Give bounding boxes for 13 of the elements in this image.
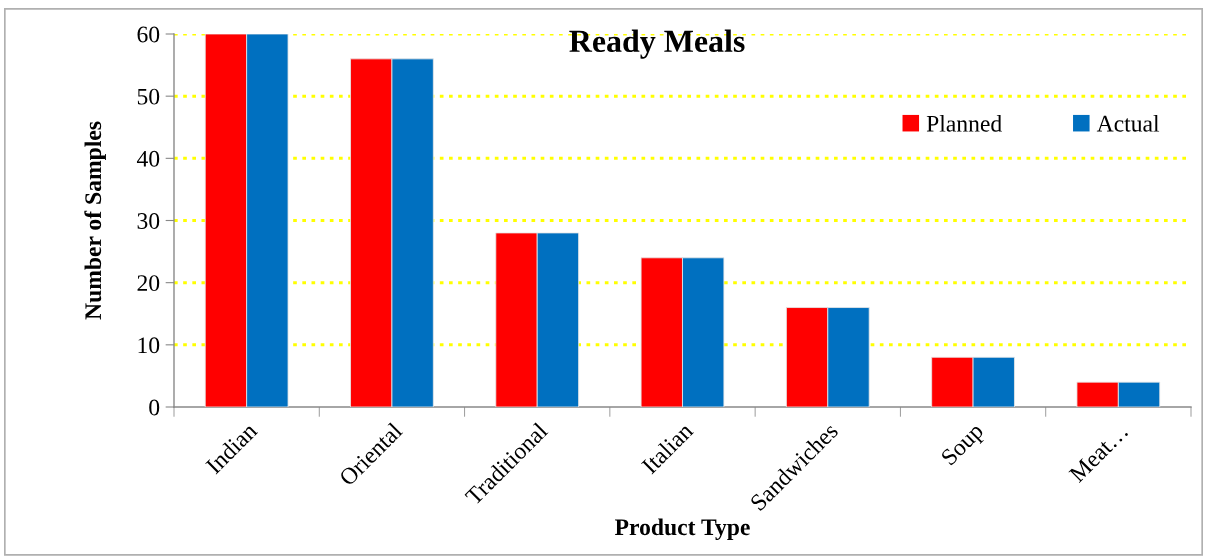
y-tick-label: 0	[149, 399, 160, 416]
y-tick-label: 60	[137, 26, 160, 43]
y-tick-label: 10	[138, 337, 160, 354]
legend-label: Planned	[926, 115, 1002, 132]
legend-label: Actual	[1096, 115, 1160, 132]
chart-title: Ready Meals	[569, 29, 745, 59]
x-axis-title: Product Type	[615, 518, 750, 541]
y-tick-label: 20	[137, 275, 160, 292]
x-tick-label: Soup	[940, 422, 988, 470]
y-tick-label: 50	[137, 88, 160, 105]
y-axis-title: Number of Samples	[84, 121, 106, 320]
y-tick-label: 30	[137, 212, 160, 229]
y-tick-label: 40	[136, 150, 160, 167]
